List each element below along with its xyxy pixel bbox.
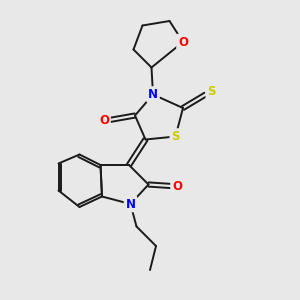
Text: S: S [171,130,180,143]
Text: O: O [172,179,182,193]
Text: N: N [125,197,136,211]
Text: O: O [99,113,109,127]
Text: S: S [207,85,216,98]
Text: N: N [148,88,158,101]
Text: O: O [178,35,188,49]
